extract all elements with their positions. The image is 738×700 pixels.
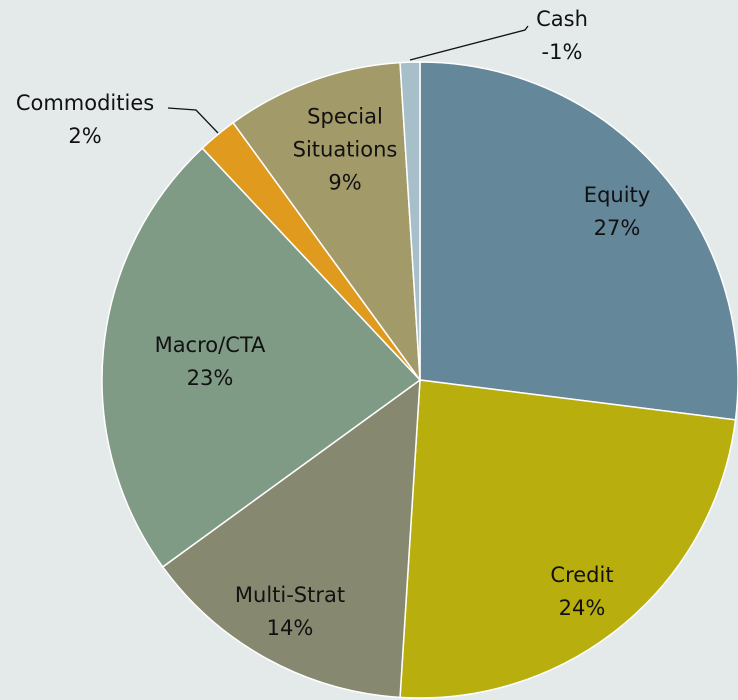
slice-value: -1% <box>541 40 583 64</box>
slice-value: 23% <box>186 366 234 390</box>
slice-name: Multi-Strat <box>234 583 346 607</box>
slice-name: Commodities <box>15 91 155 115</box>
slice-label: Equity 27% <box>584 179 650 245</box>
slice-name: Macro/CTA <box>154 333 266 357</box>
slice-value: 2% <box>68 124 102 148</box>
pie-slice <box>161 378 421 699</box>
pie-slice <box>399 61 421 381</box>
slice-value: 9% <box>328 170 362 195</box>
leader-line <box>167 107 219 134</box>
pie-slice <box>101 147 422 568</box>
pie-slice <box>419 61 738 421</box>
slice-value: 14% <box>266 616 314 640</box>
slice-value: 27% <box>593 216 641 240</box>
pie-slice <box>232 61 421 383</box>
slice-name: Credit <box>550 563 614 587</box>
slice-name: Cash <box>536 7 588 31</box>
slice-name: Special Situations <box>292 104 398 162</box>
slice-label: Special Situations 9% <box>280 101 410 200</box>
leader-line <box>409 25 529 61</box>
slice-label: Cash -1% <box>536 3 588 69</box>
slice-label: Credit 24% <box>550 559 613 625</box>
slice-name: Equity <box>583 183 651 207</box>
slice-label: Macro/CTA 23% <box>155 329 266 395</box>
slice-label: Multi-Strat 14% <box>235 579 345 645</box>
pie-slice <box>399 379 737 699</box>
slice-label: Commodities 2% <box>16 87 154 153</box>
slice-value: 24% <box>558 596 606 620</box>
